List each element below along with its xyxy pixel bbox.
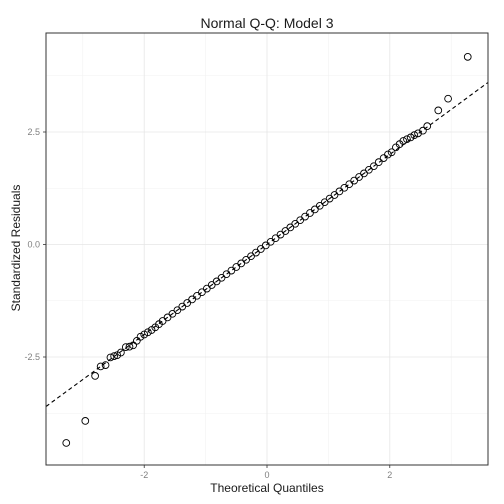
data-point: [91, 372, 99, 380]
data-point: [257, 245, 265, 253]
data-point: [217, 273, 226, 282]
x-axis-ticks: -2 0 2: [140, 465, 392, 480]
data-point: [365, 165, 373, 174]
data-point: [315, 201, 324, 210]
data-point: [271, 234, 280, 243]
data-point: [350, 176, 359, 185]
data-point: [101, 361, 110, 369]
data-point: [406, 133, 415, 142]
data-point: [222, 270, 231, 279]
data-point: [311, 205, 319, 214]
data-point: [81, 417, 90, 425]
data-point: [291, 219, 300, 228]
x-axis-title: Theoretical Quantiles: [210, 481, 323, 495]
data-point: [168, 309, 177, 318]
data-point: [144, 328, 152, 337]
y-tick-label: 2.5: [27, 127, 40, 137]
data-point: [320, 198, 329, 207]
data-point: [232, 263, 241, 271]
data-point: [444, 94, 452, 103]
data-point: [325, 194, 334, 203]
data-point: [266, 237, 275, 246]
data-point: [434, 106, 443, 115]
data-point: [306, 209, 314, 217]
data-point: [188, 295, 196, 304]
y-axis-title: Standardized Residuals: [9, 185, 23, 312]
y-tick-label: 0.0: [27, 240, 40, 250]
data-point: [387, 148, 396, 157]
data-point: [301, 212, 309, 221]
data-point: [62, 439, 71, 447]
data-point: [281, 227, 290, 235]
x-tick-label: 0: [264, 470, 269, 480]
data-point: [419, 126, 427, 135]
data-point: [276, 230, 285, 239]
data-point: [163, 313, 172, 322]
data-point: [252, 248, 260, 257]
data-point: [183, 299, 192, 307]
data-point: [355, 173, 363, 181]
data-point: [227, 266, 236, 275]
data-point: [379, 154, 388, 162]
data-point: [106, 353, 115, 362]
data-point: [110, 352, 118, 360]
data-point: [193, 291, 201, 300]
data-point: [330, 191, 339, 199]
data-point: [173, 306, 182, 315]
data-point: [399, 137, 408, 145]
data-point: [423, 122, 432, 131]
data-points: [62, 52, 472, 447]
data-point: [335, 187, 344, 196]
x-tick-label: 2: [387, 470, 392, 480]
data-point: [140, 330, 149, 339]
y-axis-ticks: -2.5 0.0 2.5: [24, 127, 46, 362]
data-point: [178, 302, 187, 311]
data-point: [237, 259, 246, 268]
data-point: [133, 336, 141, 345]
data-point: [242, 255, 250, 264]
data-point: [296, 216, 305, 225]
y-tick-label: -2.5: [24, 352, 40, 362]
data-point: [374, 158, 383, 167]
data-point: [202, 284, 211, 293]
data-point: [261, 241, 270, 250]
data-point: [345, 180, 354, 189]
data-point: [340, 183, 349, 192]
data-point: [369, 162, 378, 171]
data-point: [198, 288, 206, 297]
data-point: [158, 317, 167, 325]
data-point: [463, 52, 472, 61]
data-point: [360, 169, 368, 178]
chart-title: Normal Q-Q: Model 3: [200, 15, 333, 31]
data-point: [384, 150, 392, 159]
data-point: [410, 131, 419, 140]
data-point: [286, 223, 295, 232]
data-point: [121, 343, 130, 351]
x-tick-label: -2: [140, 470, 148, 480]
data-point: [207, 281, 216, 289]
data-point: [125, 342, 134, 351]
data-point: [212, 277, 221, 286]
data-point: [136, 332, 145, 341]
data-point: [117, 348, 125, 357]
data-point: [247, 252, 255, 261]
data-point: [403, 135, 411, 144]
data-point: [96, 362, 105, 371]
